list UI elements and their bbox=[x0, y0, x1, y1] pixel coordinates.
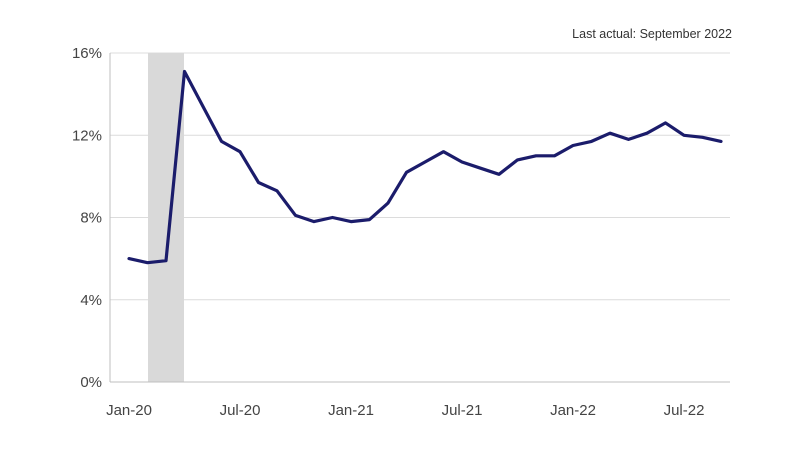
y-tick-label-0: 0% bbox=[80, 374, 102, 391]
gridlines bbox=[110, 52, 730, 301]
recession-shading bbox=[148, 53, 184, 382]
y-tick-label-3: 12% bbox=[72, 127, 102, 144]
last-actual-note: Last actual: September 2022 bbox=[572, 27, 732, 41]
series-line-0 bbox=[127, 69, 723, 265]
x-tick-label-5: Jul-22 bbox=[664, 402, 705, 419]
tick-labels: 0% 4% 8% 12% 16% Jan-20 Jul-20 Jan-21 Jul-21 Jan-… bbox=[72, 45, 704, 419]
y-tick-label-1: 4% bbox=[80, 292, 102, 309]
x-tick-label-0: Jan-20 bbox=[106, 402, 152, 419]
series-layer bbox=[127, 69, 723, 265]
x-tick-label-1: Jul-20 bbox=[220, 402, 261, 419]
x-tick-label-4: Jan-22 bbox=[550, 402, 596, 419]
shaded-period bbox=[148, 53, 184, 382]
axes bbox=[109, 53, 730, 383]
y-tick-label-4: 16% bbox=[72, 45, 102, 62]
x-tick-label-3: Jul-21 bbox=[442, 402, 483, 419]
x-tick-label-2: Jan-21 bbox=[328, 402, 374, 419]
y-tick-label-2: 8% bbox=[80, 210, 102, 227]
